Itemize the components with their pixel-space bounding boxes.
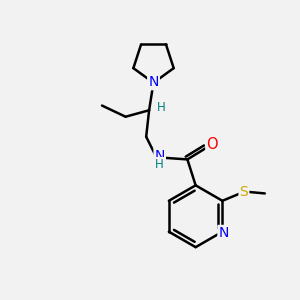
Text: S: S [239, 185, 248, 199]
Text: O: O [206, 137, 218, 152]
Text: H: H [157, 101, 166, 114]
Text: N: N [148, 75, 159, 89]
Text: N: N [218, 226, 229, 240]
Text: N: N [154, 148, 165, 163]
Text: N: N [148, 74, 159, 88]
Text: H: H [155, 158, 164, 171]
